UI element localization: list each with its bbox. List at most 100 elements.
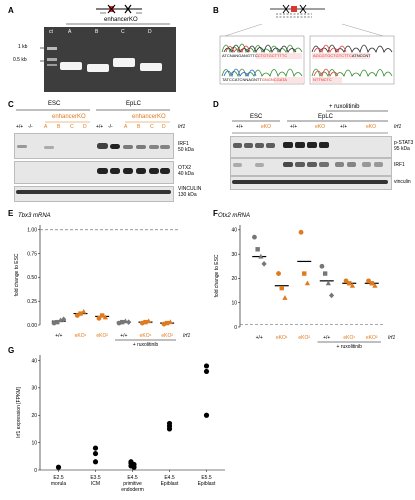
gel-band-a xyxy=(60,62,82,70)
gel-image xyxy=(44,27,176,92)
panel-d-geno-0: +/+ xyxy=(236,124,244,130)
chart-e-ytick-label: 0.00 xyxy=(27,323,37,329)
deletion-cross-icon-b2 xyxy=(299,4,307,14)
chart-f-ytick-label: 20 xyxy=(231,276,237,282)
chart-f-point xyxy=(302,271,307,276)
band-irf1-d-name: IRF1 xyxy=(394,162,405,168)
chart-e-point xyxy=(164,320,170,326)
panel-c-eplc: EpLC xyxy=(126,101,142,107)
chart-g-category-label: E4.5 xyxy=(127,475,138,481)
lane-a: A xyxy=(68,29,72,35)
panel-d-geno-3: eKO xyxy=(315,124,326,130)
chart-f-ytick-label: 30 xyxy=(231,252,237,258)
size-1kb: 1 kb xyxy=(18,44,28,50)
seq-bottom-right: NTTNCTC xyxy=(313,77,332,82)
band-vinculin-size: 130 kDa xyxy=(178,192,197,198)
chart-e-point xyxy=(146,318,152,324)
panel-d-esc: ESC xyxy=(250,114,263,120)
chart-e-treatment: + ruxolitinib xyxy=(133,342,159,348)
panel-c-lane-8: A xyxy=(124,124,128,130)
chart-g-category-label: primitive xyxy=(123,481,142,487)
panel-d-geno-4: +/+ xyxy=(340,124,348,130)
chart-e-point xyxy=(167,319,173,325)
deletion-cross-icon-2 xyxy=(124,4,132,14)
chart-f-group-label: eKO¹ xyxy=(276,335,288,341)
chart-g-point xyxy=(92,445,99,451)
chart-f-point xyxy=(276,271,281,276)
chart-g-category-label: E4.5 xyxy=(164,475,175,481)
panel-letter-a: A xyxy=(8,6,14,15)
chart-f-ytick-label: 0 xyxy=(234,325,237,331)
chart-g-category-label: Epiblast xyxy=(198,481,216,487)
chart-e-ytick-label: 0.75 xyxy=(27,251,37,257)
chart-f-group-label: eKO² xyxy=(298,335,310,341)
chart-g-ytick-label: 30 xyxy=(31,386,37,392)
panel-c-lane-11: D xyxy=(162,124,166,130)
panel-c-lane-1: -/- xyxy=(28,124,33,130)
chart-g-ytick-label: 10 xyxy=(31,440,37,446)
chart-g-point xyxy=(203,368,210,375)
chart-e-title: Tbx3 mRNA xyxy=(18,213,51,219)
panel-c-lane-7: -/- xyxy=(108,124,113,130)
chart-g-category-label: E2.5 xyxy=(53,475,64,481)
chart-g-category-label: Epiblast xyxy=(161,481,179,487)
chart-g-category-label: endoderm xyxy=(121,487,144,493)
chart-e-point xyxy=(81,308,87,314)
panel-d-treatment: + ruxolitinib xyxy=(329,104,360,110)
chart-f-group-label: +/+ xyxy=(323,335,330,341)
band-irf1-name: IRF1 xyxy=(178,141,189,147)
panel-letter-b: B xyxy=(213,6,219,15)
chart-f-group-label: +/+ xyxy=(256,335,263,341)
chart-g-point xyxy=(131,464,137,470)
chart-e-group-label: +/+ xyxy=(55,333,62,339)
panel-c-lane-10: C xyxy=(150,124,154,130)
panel-d-eplc: EpLC xyxy=(318,114,334,120)
band-pstat3-size: 95 kDa xyxy=(394,146,410,152)
chart-f-point xyxy=(255,247,260,252)
chart-f-treatment: + ruxolitinib xyxy=(337,344,363,350)
lane-b: B xyxy=(95,29,99,35)
chart-e-ytick-label: 1.00 xyxy=(27,228,37,234)
chart-g-point xyxy=(92,459,99,465)
chart-f-point xyxy=(252,234,257,240)
chart-e-point xyxy=(120,319,125,325)
chart-f-point xyxy=(369,281,374,286)
gel-band-d xyxy=(140,63,162,71)
panel-d-geno-1: eKO xyxy=(261,124,272,130)
chart-f-point xyxy=(282,295,288,300)
band-otx2-name: OTX2 xyxy=(178,165,192,171)
panel-c-gene: Irf1 xyxy=(178,124,186,130)
lane-ct: ct xyxy=(49,29,53,35)
panel-c-lane-9: B xyxy=(137,124,141,130)
panel-c-lane-2: A xyxy=(44,124,48,130)
chart-g-category-label: E3.5 xyxy=(90,475,101,481)
chart-e-point xyxy=(99,313,105,318)
blot-irf1 xyxy=(14,133,174,159)
band-otx2-size: 40 kDa xyxy=(178,171,194,177)
chart-e-group-label: eKO² xyxy=(161,333,173,339)
chart-g-point xyxy=(92,450,99,457)
panel-c-lane-3: B xyxy=(57,124,61,130)
chart-f-point xyxy=(261,261,267,267)
seq-top-left: ATCNANGANGTTCCTGTGCTTTTC xyxy=(222,53,288,58)
chart-g-ytick-label: 0 xyxy=(34,468,37,474)
chart-e-point xyxy=(126,319,132,325)
chart-g-category-label: E5.5 xyxy=(201,475,212,481)
chart-f-point xyxy=(347,281,352,286)
band-vinculin-name: VINCULIN xyxy=(178,186,202,192)
chart-f-point xyxy=(319,263,325,269)
panel-c-lane-5: D xyxy=(83,124,87,130)
chart-f-group-label: eKO¹ xyxy=(343,335,355,341)
chart-e-ytick-label: 0.50 xyxy=(27,275,37,281)
chart-g-point xyxy=(203,363,210,369)
chart-f-ylabel: fold change to ESC xyxy=(214,254,220,297)
chart-f-point xyxy=(304,280,311,286)
seq-top-right: AGCGTGCTGTCTTCATNCCNT xyxy=(313,53,371,58)
